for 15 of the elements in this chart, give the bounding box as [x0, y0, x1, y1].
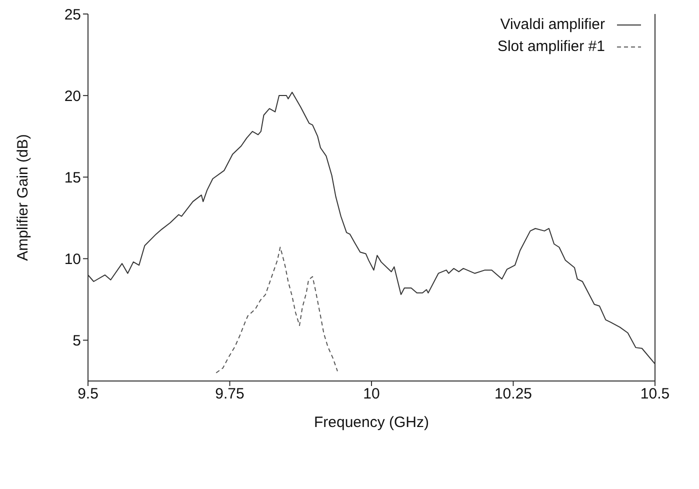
- line-series: [216, 246, 338, 374]
- y-tick-label: 15: [64, 169, 81, 186]
- legend-label: Vivaldi amplifier: [500, 15, 605, 35]
- x-tick-label: 10: [363, 386, 380, 403]
- y-tick-label: 25: [64, 6, 81, 24]
- x-tick-label: 10.25: [494, 386, 532, 403]
- y-tick-label: 10: [64, 250, 81, 268]
- x-tick-label: 10.5: [640, 386, 670, 403]
- legend-label: Slot amplifier #1: [497, 37, 605, 57]
- y-tick-label: 20: [64, 88, 81, 105]
- y-tick-label: 5: [72, 332, 81, 350]
- x-tick-label: 9.5: [78, 386, 98, 403]
- x-axis-title: Frequency (GHz): [314, 414, 430, 431]
- x-tick-label: 9.75: [215, 386, 244, 403]
- y-axis-title: Amplifier Gain (dB): [14, 134, 32, 261]
